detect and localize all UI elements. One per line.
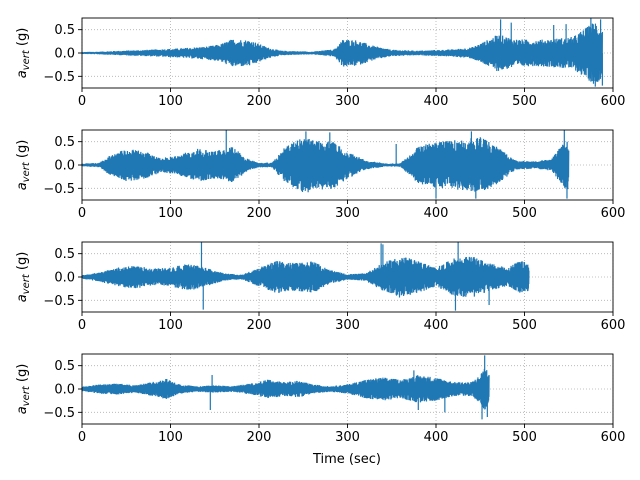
y-tick-label-3-0: −0.5 bbox=[43, 294, 75, 309]
x-tick-label-2-2: 200 bbox=[247, 206, 272, 221]
x-tick-label-1-1: 100 bbox=[158, 94, 183, 109]
y-axis-label-1: avert (g) bbox=[15, 28, 32, 79]
x-tick-label-2-3: 300 bbox=[335, 206, 360, 221]
x-tick-label-1-6: 600 bbox=[601, 94, 626, 109]
y-tick-label-1-2: 0.5 bbox=[54, 23, 75, 38]
ticks-3: 0 100 200 300 400 500 600 −0.5 0.0 0.5 bbox=[43, 247, 625, 333]
x-tick-label-2-6: 600 bbox=[601, 206, 626, 221]
y-axis-label-unit-3: (g) bbox=[15, 252, 30, 275]
y-tick-label-3-1: 0.0 bbox=[54, 271, 75, 286]
x-tick-label-3-6: 600 bbox=[601, 318, 626, 333]
signal-line-4 bbox=[81, 355, 490, 420]
x-tick-label-1-4: 400 bbox=[424, 94, 449, 109]
y-axis-label-sub-2: vert bbox=[21, 161, 32, 182]
x-tick-label-3-1: 100 bbox=[158, 318, 183, 333]
y-axis-label-sub-1: vert bbox=[21, 49, 32, 70]
x-tick-label-1-5: 500 bbox=[512, 94, 537, 109]
y-axis-label-2: avert (g) bbox=[15, 140, 32, 191]
y-axis-label-unit-2: (g) bbox=[15, 140, 30, 163]
x-tick-label-4-2: 200 bbox=[247, 430, 272, 445]
y-axis-label-4: avert (g) bbox=[15, 364, 32, 415]
y-axis-label-main-3: a bbox=[15, 294, 30, 302]
y-tick-label-4-0: −0.5 bbox=[43, 406, 75, 421]
y-axis-label-3: avert (g) bbox=[15, 252, 32, 303]
y-axis-label-main-4: a bbox=[15, 406, 30, 414]
ticks-4: 0 100 200 300 400 500 600 −0.5 0.0 0.5 bbox=[43, 359, 625, 445]
x-tick-label-1-2: 200 bbox=[247, 94, 272, 109]
y-axis-label-sub-4: vert bbox=[21, 385, 32, 406]
y-tick-label-2-2: 0.5 bbox=[54, 135, 75, 150]
y-tick-label-2-1: 0.0 bbox=[54, 159, 75, 174]
x-tick-label-3-2: 200 bbox=[247, 318, 272, 333]
x-tick-label-1-3: 300 bbox=[335, 94, 360, 109]
y-tick-label-1-0: −0.5 bbox=[43, 70, 75, 85]
signal-line-2 bbox=[81, 130, 570, 199]
y-axis-label-main-1: a bbox=[15, 70, 30, 78]
subplot-2: 0 100 200 300 400 500 600 −0.5 0.0 0.5 avert (g) bbox=[15, 129, 625, 221]
x-tick-label-4-1: 100 bbox=[158, 430, 183, 445]
x-tick-label-1-0: 0 bbox=[78, 94, 86, 109]
y-tick-label-3-2: 0.5 bbox=[54, 247, 75, 262]
subplot-1: 0 100 200 300 400 500 600 −0.5 0.0 0.5 avert (g) bbox=[15, 17, 625, 109]
y-axis-label-sub-3: vert bbox=[21, 273, 32, 294]
y-tick-label-4-2: 0.5 bbox=[54, 359, 75, 374]
signal-line-1 bbox=[81, 18, 603, 87]
x-tick-label-2-5: 500 bbox=[512, 206, 537, 221]
subplot-4: 0 100 200 300 400 500 600 −0.5 0.0 0.5 avert (g) bbox=[15, 353, 625, 445]
x-tick-label-2-1: 100 bbox=[158, 206, 183, 221]
y-tick-label-1-1: 0.0 bbox=[54, 47, 75, 62]
y-axis-label-main-2: a bbox=[15, 182, 30, 190]
x-tick-label-3-5: 500 bbox=[512, 318, 537, 333]
ticks-2: 0 100 200 300 400 500 600 −0.5 0.0 0.5 bbox=[43, 135, 625, 221]
x-tick-label-4-3: 300 bbox=[335, 430, 360, 445]
y-tick-label-2-0: −0.5 bbox=[43, 182, 75, 197]
x-tick-label-4-6: 600 bbox=[601, 430, 626, 445]
x-tick-label-2-4: 400 bbox=[424, 206, 449, 221]
subplot-3: 0 100 200 300 400 500 600 −0.5 0.0 0.5 avert (g) bbox=[15, 241, 625, 333]
x-axis-label: Time (sec) bbox=[312, 452, 381, 467]
ticks-1: 0 100 200 300 400 500 600 −0.5 0.0 0.5 bbox=[43, 23, 625, 109]
x-tick-label-4-4: 400 bbox=[424, 430, 449, 445]
x-tick-label-3-0: 0 bbox=[78, 318, 86, 333]
signal-line-3 bbox=[81, 242, 530, 311]
x-tick-label-4-0: 0 bbox=[78, 430, 86, 445]
y-tick-label-4-1: 0.0 bbox=[54, 383, 75, 398]
x-tick-label-3-3: 300 bbox=[335, 318, 360, 333]
x-tick-label-3-4: 400 bbox=[424, 318, 449, 333]
y-axis-label-unit-1: (g) bbox=[15, 28, 30, 51]
y-axis-label-unit-4: (g) bbox=[15, 364, 30, 387]
x-tick-label-2-0: 0 bbox=[78, 206, 86, 221]
x-tick-label-4-5: 500 bbox=[512, 430, 537, 445]
